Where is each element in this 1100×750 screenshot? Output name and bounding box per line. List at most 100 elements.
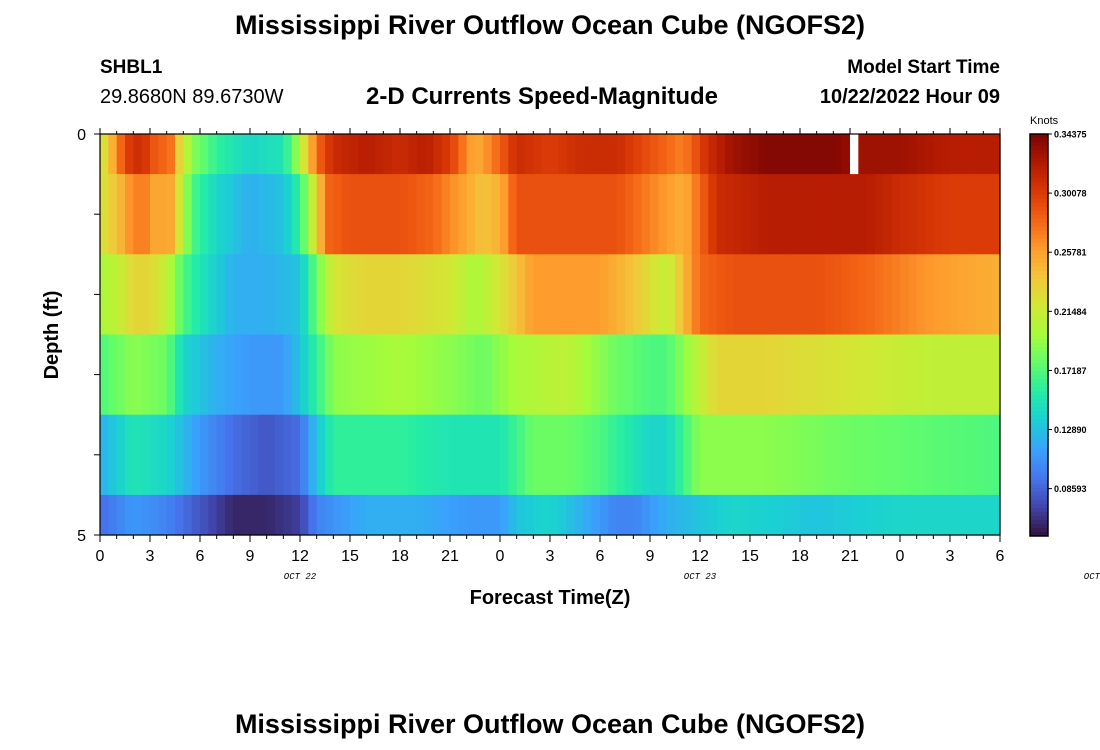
heatmap-cell bbox=[216, 134, 226, 175]
heatmap-cell bbox=[333, 494, 343, 536]
heatmap-cell bbox=[891, 134, 901, 175]
heatmap-cell bbox=[600, 174, 609, 255]
heatmap-cell bbox=[875, 254, 884, 336]
heatmap-cell bbox=[825, 334, 834, 416]
heatmap-cell bbox=[566, 174, 576, 255]
heatmap-cell bbox=[750, 174, 759, 255]
heatmap-cell bbox=[525, 494, 534, 536]
heatmap-cell bbox=[708, 414, 718, 496]
colorbar-swatch bbox=[1030, 206, 1048, 211]
heatmap-cell bbox=[833, 334, 843, 416]
heatmap-cell bbox=[125, 254, 134, 336]
heatmap-cell bbox=[333, 174, 343, 255]
heatmap-cell bbox=[175, 334, 184, 416]
heatmap-cell bbox=[933, 494, 943, 536]
heatmap-cell bbox=[850, 334, 859, 416]
heatmap-cell bbox=[625, 494, 634, 536]
heatmap-cell bbox=[825, 254, 834, 336]
heatmap-cell bbox=[591, 334, 601, 416]
heatmap-cell bbox=[283, 494, 293, 536]
heatmap-cell bbox=[666, 174, 676, 255]
heatmap-cell bbox=[866, 174, 876, 255]
colorbar-swatch bbox=[1030, 471, 1048, 477]
heatmap-cell bbox=[116, 254, 126, 336]
heatmap-cell bbox=[466, 494, 476, 536]
heatmap-cell bbox=[716, 414, 726, 496]
heatmap-cell bbox=[983, 494, 993, 536]
heatmap-cell bbox=[108, 134, 118, 175]
heatmap-cell bbox=[566, 134, 576, 175]
heatmap-cell bbox=[958, 414, 968, 496]
heatmap-cell bbox=[816, 334, 826, 416]
heatmap-cell bbox=[141, 254, 151, 336]
heatmap-cell bbox=[516, 174, 526, 255]
heatmap-cell bbox=[200, 334, 209, 416]
heatmap-cell bbox=[791, 334, 801, 416]
heatmap-cell bbox=[908, 494, 918, 536]
heatmap-cell bbox=[291, 494, 301, 536]
heatmap-cell bbox=[966, 494, 976, 536]
colorbar-swatch bbox=[1030, 371, 1048, 376]
heatmap-cell bbox=[866, 254, 876, 336]
heatmap-cell bbox=[783, 334, 793, 416]
heatmap-cell bbox=[950, 334, 959, 416]
heatmap-cell bbox=[183, 254, 193, 336]
heatmap-cell bbox=[208, 134, 218, 175]
heatmap-cell bbox=[450, 494, 459, 536]
y-axis-title: Depth (ft) bbox=[41, 291, 63, 380]
heatmap-cell bbox=[225, 494, 234, 536]
heatmap-cell bbox=[616, 334, 626, 416]
colorbar-swatch bbox=[1030, 347, 1048, 352]
colorbar-swatch bbox=[1030, 230, 1048, 235]
heatmap-cell bbox=[950, 254, 959, 336]
heatmap-cell bbox=[191, 134, 201, 175]
heatmap-cell bbox=[600, 134, 609, 175]
x-tick-label: 9 bbox=[646, 548, 655, 565]
colorbar-swatch bbox=[1030, 218, 1048, 223]
heatmap-cell bbox=[641, 334, 651, 416]
heatmap-cell bbox=[275, 494, 284, 536]
heatmap-cell bbox=[800, 174, 809, 255]
heatmap-cell bbox=[125, 174, 134, 255]
heatmap-cell bbox=[733, 174, 743, 255]
heatmap-cell bbox=[550, 174, 559, 255]
heatmap-cell bbox=[533, 494, 543, 536]
heatmap-cell bbox=[316, 174, 326, 255]
colorbar-swatch bbox=[1030, 355, 1048, 360]
heatmap-cell bbox=[841, 494, 851, 536]
heatmap-cell bbox=[508, 134, 518, 175]
colorbar-swatch bbox=[1030, 435, 1048, 441]
heatmap-cell bbox=[775, 134, 784, 175]
heatmap-cell bbox=[191, 494, 201, 536]
heatmap-cell bbox=[175, 254, 184, 336]
heatmap-cell bbox=[458, 494, 468, 536]
heatmap-cell bbox=[308, 254, 318, 336]
heatmap-cell bbox=[475, 254, 484, 336]
heatmap-cell bbox=[266, 494, 276, 536]
heatmap-cell bbox=[441, 134, 451, 175]
heatmap-cell bbox=[975, 174, 984, 255]
heatmap-cell bbox=[716, 334, 726, 416]
heatmap-cell bbox=[150, 414, 159, 496]
heatmap-cell bbox=[125, 414, 134, 496]
heatmap-cell bbox=[483, 494, 493, 536]
heatmap-cell bbox=[133, 494, 143, 536]
colorbar-swatch bbox=[1030, 186, 1048, 191]
heatmap-cell bbox=[683, 414, 693, 496]
heatmap-cell bbox=[725, 134, 734, 175]
heatmap-cell bbox=[250, 334, 259, 416]
heatmap-cell bbox=[533, 254, 543, 336]
heatmap-cell bbox=[508, 334, 518, 416]
heatmap-cell bbox=[416, 414, 426, 496]
heatmap-cell bbox=[316, 334, 326, 416]
heatmap-cell bbox=[941, 174, 951, 255]
heatmap-cell bbox=[133, 334, 143, 416]
heatmap-cell bbox=[483, 134, 493, 175]
heatmap-cell bbox=[391, 414, 401, 496]
heatmap-cell bbox=[658, 254, 668, 336]
heatmap-cell bbox=[916, 414, 926, 496]
heatmap-cell bbox=[166, 494, 176, 536]
heatmap-cell bbox=[675, 134, 684, 175]
heatmap-cell bbox=[175, 134, 184, 175]
heatmap-cell bbox=[350, 254, 359, 336]
